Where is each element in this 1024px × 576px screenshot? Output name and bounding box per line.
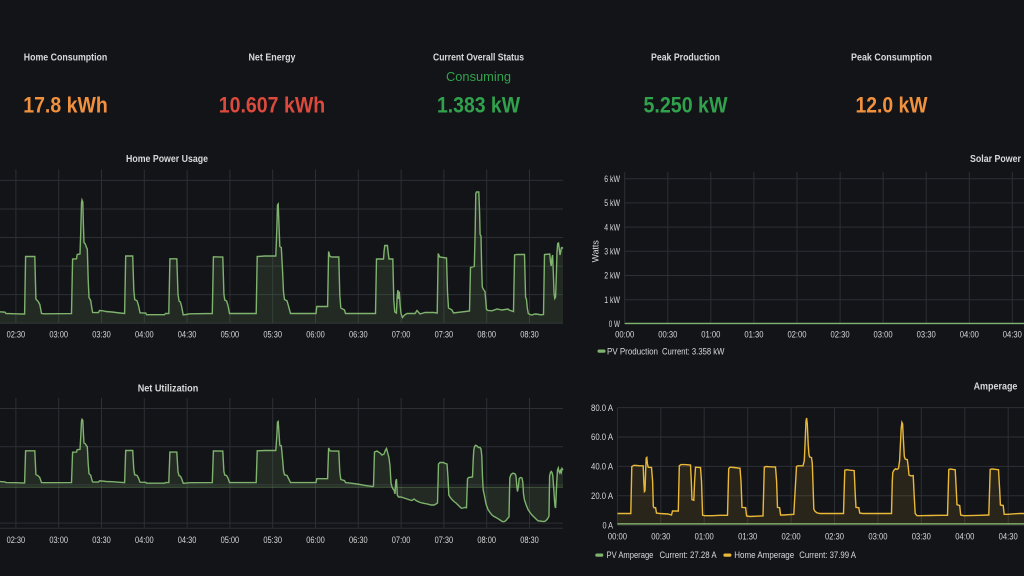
svg-text:07:30: 07:30 — [435, 535, 454, 545]
svg-text:5.250 kW: 5.250 kW — [644, 93, 728, 118]
svg-text:Peak Consumption: Peak Consumption — [851, 52, 932, 64]
svg-text:02:00: 02:00 — [787, 330, 806, 340]
svg-text:80.0 A: 80.0 A — [591, 403, 613, 413]
svg-text:06:30: 06:30 — [349, 330, 368, 340]
svg-text:01:00: 01:00 — [695, 532, 714, 542]
svg-text:01:00: 01:00 — [701, 330, 720, 340]
svg-text:2 kW: 2 kW — [604, 271, 620, 281]
svg-text:Current: 27.28 A: Current: 27.28 A — [660, 550, 718, 561]
svg-text:Peak Production: Peak Production — [651, 52, 720, 64]
svg-text:Net Utilization: Net Utilization — [138, 382, 199, 394]
svg-text:00:00: 00:00 — [615, 330, 634, 340]
svg-text:01:30: 01:30 — [738, 532, 757, 542]
svg-text:4 kW: 4 kW — [604, 222, 620, 232]
svg-text:06:30: 06:30 — [349, 535, 368, 545]
svg-text:04:00: 04:00 — [955, 532, 974, 542]
svg-text:0 A: 0 A — [603, 520, 614, 530]
svg-text:02:30: 02:30 — [7, 535, 26, 545]
svg-text:Consuming: Consuming — [446, 69, 511, 84]
svg-text:03:00: 03:00 — [49, 330, 68, 340]
svg-text:3 kW: 3 kW — [604, 247, 620, 257]
svg-text:08:00: 08:00 — [477, 535, 496, 545]
svg-text:04:00: 04:00 — [135, 330, 154, 340]
svg-text:00:00: 00:00 — [608, 532, 627, 542]
svg-text:08:00: 08:00 — [477, 330, 496, 340]
svg-text:40.0 A: 40.0 A — [591, 462, 613, 472]
svg-text:Watts: Watts — [591, 240, 601, 263]
svg-text:05:30: 05:30 — [263, 330, 282, 340]
svg-text:PV Production: PV Production — [607, 346, 658, 357]
svg-text:Current: 3.358 kW: Current: 3.358 kW — [662, 346, 725, 357]
svg-text:20.0 A: 20.0 A — [591, 491, 613, 501]
svg-text:Net Energy: Net Energy — [249, 52, 296, 64]
svg-text:06:00: 06:00 — [306, 535, 325, 545]
svg-text:05:00: 05:00 — [221, 330, 240, 340]
svg-text:03:30: 03:30 — [92, 330, 111, 340]
svg-text:01:30: 01:30 — [744, 330, 763, 340]
svg-text:04:00: 04:00 — [135, 535, 154, 545]
svg-text:07:00: 07:00 — [392, 330, 411, 340]
svg-text:03:00: 03:00 — [874, 330, 893, 340]
svg-text:Home Power Usage: Home Power Usage — [126, 153, 208, 165]
svg-text:02:30: 02:30 — [825, 532, 844, 542]
svg-text:00:30: 00:30 — [658, 330, 677, 340]
svg-text:04:00: 04:00 — [960, 330, 979, 340]
svg-text:6 kW: 6 kW — [604, 174, 620, 184]
svg-text:Amperage: Amperage — [974, 380, 1018, 392]
svg-text:12.0 kW: 12.0 kW — [856, 93, 928, 118]
svg-text:Current: 37.99 A: Current: 37.99 A — [799, 550, 856, 561]
svg-text:Home Amperage: Home Amperage — [734, 550, 794, 561]
svg-text:07:00: 07:00 — [392, 535, 411, 545]
svg-text:08:30: 08:30 — [520, 330, 539, 340]
svg-text:05:30: 05:30 — [263, 535, 282, 545]
svg-text:02:30: 02:30 — [7, 330, 26, 340]
svg-text:03:30: 03:30 — [92, 535, 111, 545]
svg-text:07:30: 07:30 — [435, 330, 454, 340]
svg-text:04:30: 04:30 — [178, 330, 197, 340]
svg-text:00:30: 00:30 — [651, 532, 670, 542]
svg-text:Solar Power: Solar Power — [970, 153, 1021, 165]
svg-text:03:00: 03:00 — [49, 535, 68, 545]
svg-text:1.383 kW: 1.383 kW — [437, 93, 520, 118]
svg-text:05:00: 05:00 — [221, 535, 240, 545]
svg-text:08:30: 08:30 — [520, 535, 539, 545]
svg-text:Current Overall Status: Current Overall Status — [433, 52, 524, 64]
svg-text:03:00: 03:00 — [868, 532, 887, 542]
svg-text:5 kW: 5 kW — [604, 198, 620, 208]
svg-text:03:30: 03:30 — [912, 532, 931, 542]
svg-text:04:30: 04:30 — [1003, 330, 1022, 340]
svg-text:04:30: 04:30 — [999, 532, 1018, 542]
svg-text:0 W: 0 W — [609, 319, 621, 329]
svg-text:17.8 kWh: 17.8 kWh — [23, 93, 108, 118]
svg-text:1 kW: 1 kW — [604, 295, 620, 305]
svg-text:03:30: 03:30 — [917, 330, 936, 340]
svg-text:60.0 A: 60.0 A — [591, 432, 613, 442]
svg-text:06:00: 06:00 — [306, 330, 325, 340]
svg-text:Home Consumption: Home Consumption — [24, 52, 108, 64]
svg-text:04:30: 04:30 — [178, 535, 197, 545]
svg-text:02:30: 02:30 — [831, 330, 850, 340]
svg-text:PV Amperage: PV Amperage — [607, 550, 654, 561]
svg-text:10.607 kWh: 10.607 kWh — [219, 93, 326, 118]
svg-text:02:00: 02:00 — [782, 532, 801, 542]
